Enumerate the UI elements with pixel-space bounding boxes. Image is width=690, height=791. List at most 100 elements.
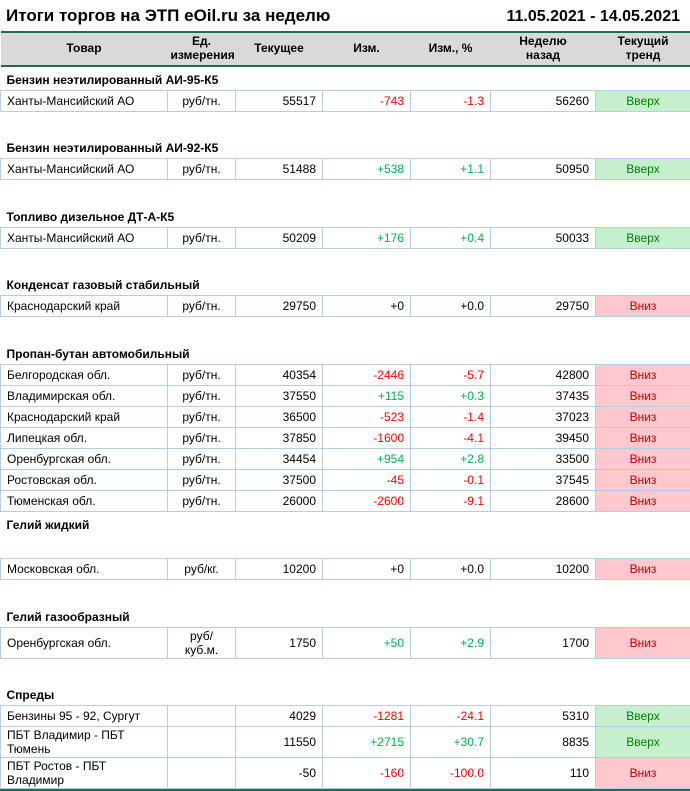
unit-cell: руб/тн.	[168, 90, 236, 111]
product-cell: ПБТ Ростов - ПБТ Владимир	[1, 758, 168, 789]
section-title: Спреды	[1, 682, 690, 706]
week-ago-cell: 37023	[491, 406, 596, 427]
current-cell: -50	[236, 758, 323, 789]
section-header-row: Спреды	[1, 682, 690, 706]
unit-cell: руб/куб.м.	[168, 627, 236, 658]
spacer-row	[1, 535, 690, 559]
section-title: Гелий газообразный	[1, 604, 690, 628]
change-cell: -743	[323, 90, 411, 111]
unit-cell: руб/тн.	[168, 296, 236, 317]
product-cell: Оренбургская обл.	[1, 448, 168, 469]
change-cell: +115	[323, 385, 411, 406]
section-title: Пропан-бутан автомобильный	[1, 341, 690, 365]
current-cell: 37550	[236, 385, 323, 406]
section-spreads: Спреды Бензины 95 - 92, Сургут 4029 -128…	[1, 682, 690, 789]
spacer-row	[1, 111, 690, 135]
week-ago-cell: 5310	[491, 706, 596, 727]
section-title: Конденсат газовый стабильный	[1, 272, 690, 296]
unit-cell: руб/тн.	[168, 385, 236, 406]
week-ago-cell: 50950	[491, 159, 596, 180]
product-cell: Оренбургская обл.	[1, 627, 168, 658]
table-row: Владимирская обл. руб/тн. 37550 +115 +0.…	[1, 385, 690, 406]
section-header-row: Бензин неэтилированный АИ-95-К5	[1, 66, 690, 91]
unit-cell	[168, 727, 236, 758]
section-header-row: Топливо дизельное ДТ-А-К5	[1, 204, 690, 228]
change-cell: +2715	[323, 727, 411, 758]
week-ago-cell: 42800	[491, 364, 596, 385]
week-ago-cell: 28600	[491, 490, 596, 511]
table-header-row: Товар Ед. измерения Текущее Изм. Изм., %…	[1, 32, 690, 66]
change-pct-cell: -9.1	[411, 490, 491, 511]
product-cell: Ханты-Мансийский АО	[1, 227, 168, 248]
spacer-row	[1, 658, 690, 682]
unit-cell: руб/тн.	[168, 159, 236, 180]
change-pct-cell: +0.0	[411, 296, 491, 317]
current-cell: 51488	[236, 159, 323, 180]
change-pct-cell: -5.7	[411, 364, 491, 385]
unit-cell	[168, 706, 236, 727]
week-ago-cell: 1700	[491, 627, 596, 658]
change-cell: +50	[323, 627, 411, 658]
change-pct-cell: +0.0	[411, 559, 491, 580]
section-header-row: Конденсат газовый стабильный	[1, 272, 690, 296]
section-condensate: Конденсат газовый стабильный Краснодарск…	[1, 272, 690, 341]
section-header-row: Гелий газообразный	[1, 604, 690, 628]
table-row: Липецкая обл. руб/тн. 37850 -1600 -4.1 3…	[1, 427, 690, 448]
current-cell: 34454	[236, 448, 323, 469]
change-pct-cell: -24.1	[411, 706, 491, 727]
unit-cell: руб/тн.	[168, 469, 236, 490]
change-pct-cell: -4.1	[411, 427, 491, 448]
current-cell: 50209	[236, 227, 323, 248]
table-row: Московская обл. руб/кг. 10200 +0 +0.0 10…	[1, 559, 690, 580]
current-cell: 29750	[236, 296, 323, 317]
col-header-change: Изм.	[323, 32, 411, 66]
unit-cell: руб/тн.	[168, 448, 236, 469]
section-ai95: Бензин неэтилированный АИ-95-К5 Ханты-Ма…	[1, 66, 690, 136]
unit-cell: руб/тн.	[168, 427, 236, 448]
page-title: Итоги торгов на ЭТП eOil.ru за неделю	[6, 6, 330, 26]
unit-cell: руб/тн.	[168, 490, 236, 511]
section-title: Топливо дизельное ДТ-А-К5	[1, 204, 690, 228]
week-ago-cell: 37435	[491, 385, 596, 406]
trend-cell: Вниз	[596, 364, 690, 385]
section-title: Гелий жидкий	[1, 511, 690, 535]
change-cell: +954	[323, 448, 411, 469]
trend-cell: Вверх	[596, 727, 690, 758]
current-cell: 26000	[236, 490, 323, 511]
trend-cell: Вниз	[596, 469, 690, 490]
week-ago-cell: 29750	[491, 296, 596, 317]
section-propane-butane: Пропан-бутан автомобильный Белгородская …	[1, 341, 690, 512]
change-cell: +538	[323, 159, 411, 180]
spacer-row	[1, 180, 690, 204]
current-cell: 37500	[236, 469, 323, 490]
current-cell: 40354	[236, 364, 323, 385]
trend-cell: Вниз	[596, 758, 690, 789]
change-cell: -1281	[323, 706, 411, 727]
current-cell: 55517	[236, 90, 323, 111]
section-header-row: Пропан-бутан автомобильный	[1, 341, 690, 365]
col-header-unit: Ед. измерения	[168, 32, 236, 66]
change-cell: -523	[323, 406, 411, 427]
week-ago-cell: 37545	[491, 469, 596, 490]
table-row: Бензины 95 - 92, Сургут 4029 -1281 -24.1…	[1, 706, 690, 727]
change-cell: -160	[323, 758, 411, 789]
trend-cell: Вниз	[596, 559, 690, 580]
current-cell: 37850	[236, 427, 323, 448]
product-cell: Ханты-Мансийский АО	[1, 159, 168, 180]
trend-cell: Вниз	[596, 627, 690, 658]
change-cell: +0	[323, 296, 411, 317]
week-ago-cell: 8835	[491, 727, 596, 758]
current-cell: 10200	[236, 559, 323, 580]
table-row: Ханты-Мансийский АО руб/тн. 50209 +176 +…	[1, 227, 690, 248]
table-row: Оренбургская обл. руб/тн. 34454 +954 +2.…	[1, 448, 690, 469]
product-cell: Краснодарский край	[1, 406, 168, 427]
spacer-row	[1, 317, 690, 341]
results-table: Товар Ед. измерения Текущее Изм. Изм., %…	[0, 31, 690, 789]
spacer-row	[1, 248, 690, 272]
week-ago-cell: 56260	[491, 90, 596, 111]
product-cell: Белгородская обл.	[1, 364, 168, 385]
product-cell: Краснодарский край	[1, 296, 168, 317]
product-cell: Липецкая обл.	[1, 427, 168, 448]
week-ago-cell: 50033	[491, 227, 596, 248]
table-row: Оренбургская обл. руб/куб.м. 1750 +50 +2…	[1, 627, 690, 658]
